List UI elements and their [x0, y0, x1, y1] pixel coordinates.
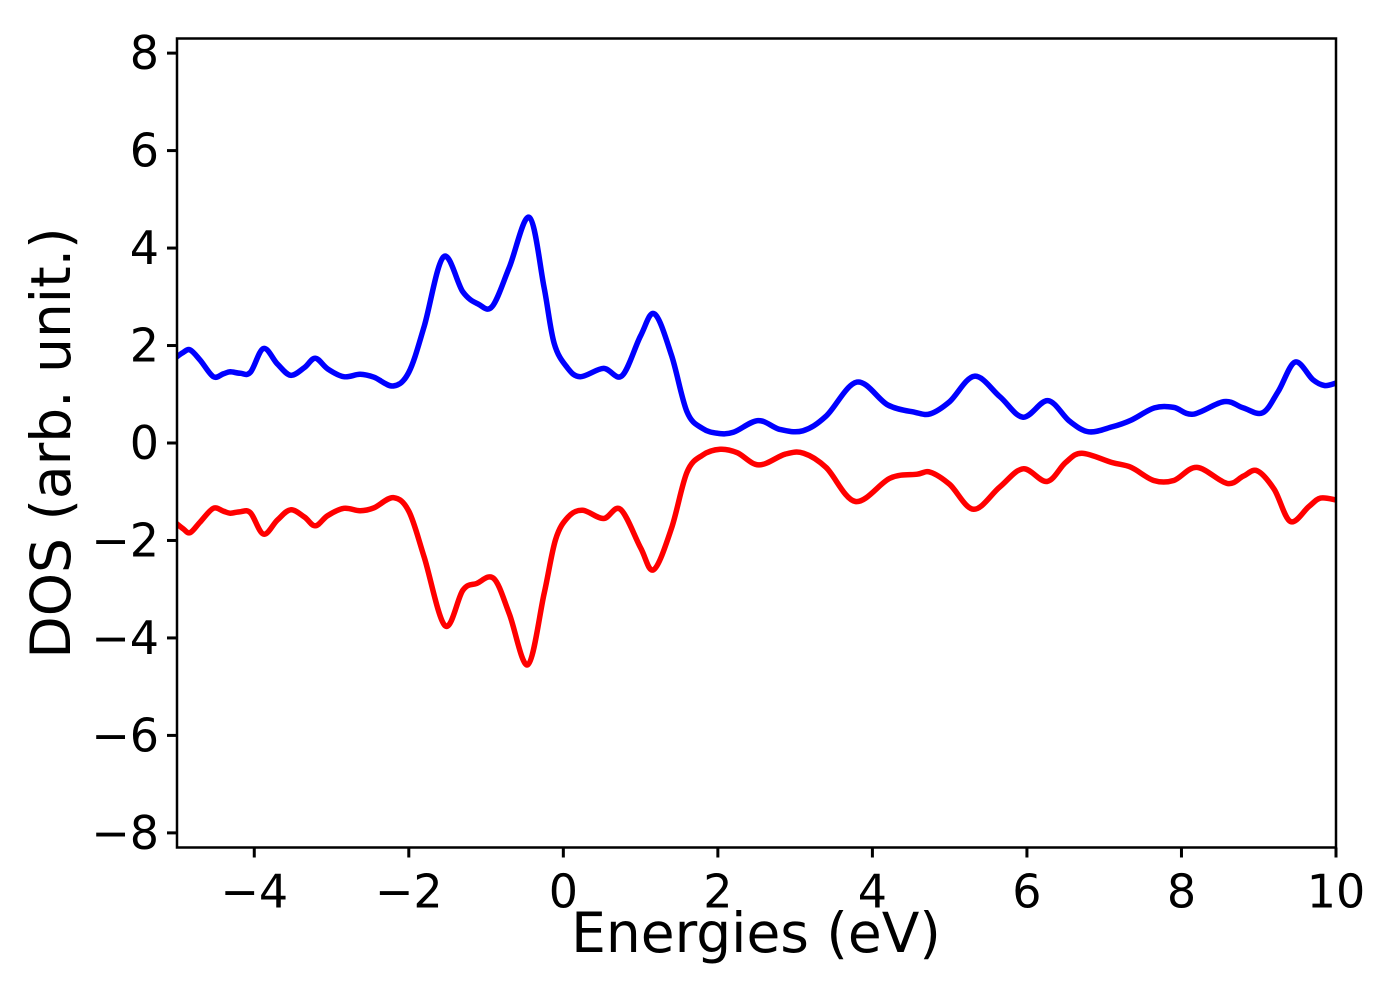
spin-up-dos-curve [177, 214, 1336, 437]
x-tick-label: 8 [1167, 865, 1196, 919]
y-tick-label: 0 [130, 416, 159, 470]
x-axis-ticks [252, 847, 1338, 858]
y-tick-label: 4 [130, 221, 159, 275]
x-tick-label: −2 [375, 865, 443, 919]
x-tick-label: −4 [220, 865, 288, 919]
y-tick-label: 6 [130, 124, 159, 178]
x-axis-label: Energies (eV) [571, 901, 941, 965]
y-tick-label: 2 [130, 319, 159, 373]
y-axis-ticks [167, 51, 177, 835]
x-tick-label: 2 [703, 865, 732, 919]
x-tick-label: 0 [549, 865, 578, 919]
y-axis-tick-labels: −8 −6 −4 −2 0 2 4 6 8 [91, 26, 159, 860]
x-axis-tick-labels: −4 −2 0 2 4 6 8 10 [220, 865, 1365, 919]
y-tick-label: −6 [91, 708, 159, 762]
x-tick-label: 6 [1012, 865, 1041, 919]
y-tick-label: −4 [91, 611, 159, 665]
x-tick-label: 10 [1307, 865, 1366, 919]
y-axis-label: DOS (arb. unit.) [19, 227, 83, 658]
plot-frame [175, 37, 1338, 849]
spin-down-dos-curve [177, 446, 1336, 668]
y-tick-label: 8 [130, 26, 159, 80]
x-tick-label: 4 [858, 865, 887, 919]
y-tick-label: −2 [91, 513, 159, 567]
y-tick-label: −8 [91, 806, 159, 860]
